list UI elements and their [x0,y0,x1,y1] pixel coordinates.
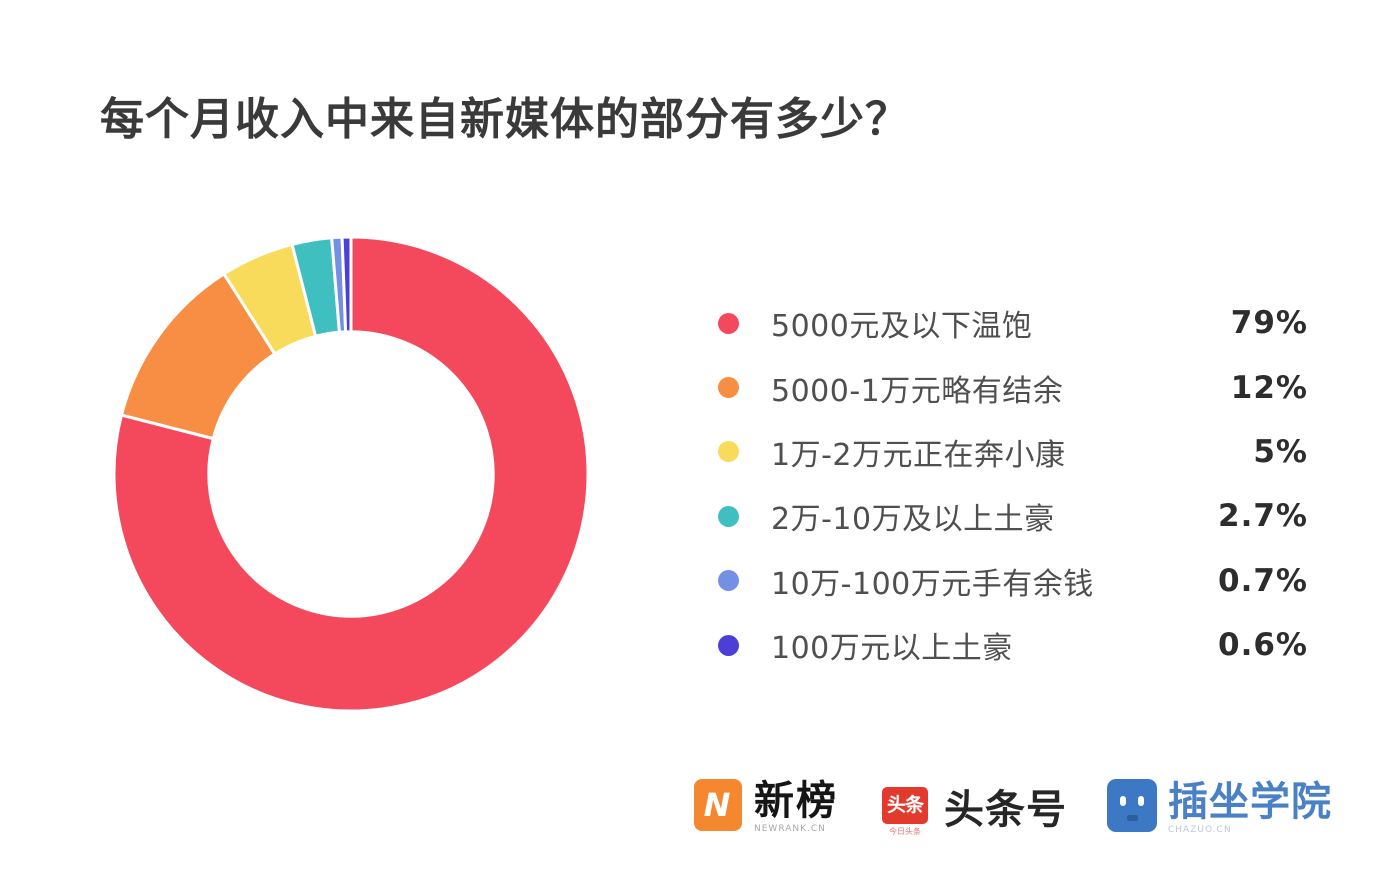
legend-value: 79% [1230,305,1308,342]
chazuo-icon [1107,779,1157,832]
legend-color-dot [718,441,739,463]
chazuo-subtext: CHAZUO.CN [1168,825,1232,835]
legend: 5000元及以下温饱 79% 5000-1万元略有结余 12% 1万-2万元正在… [718,291,1308,677]
legend-color-dot [718,312,739,334]
legend-label: 10万-100万元手有余钱 [771,566,1094,602]
chart-title: 每个月收入中来自新媒体的部分有多少？ [100,94,910,145]
legend-label: 100万元以上土豪 [771,631,1013,667]
legend-label: 2万-10万及以上土豪 [771,502,1055,538]
legend-label: 5000-1万元略有结余 [771,373,1064,409]
legend-item: 100万元以上土豪 0.6% [718,613,1308,677]
chazuo-icon-eye-left [1120,796,1126,806]
legend-item: 5000-1万元略有结余 12% [718,355,1308,419]
legend-value: 0.6% [1218,627,1308,664]
chazuo-text: 插坐学院 [1168,779,1332,825]
newrank-text: 新榜 [754,778,838,824]
toutiao-icon-subtext: 今日头条 [889,827,921,836]
newrank-logo: N 新榜 NEWRANK.CN [694,779,838,834]
donut-segment-5 [340,235,353,334]
legend-value: 12% [1230,369,1308,406]
newrank-icon-letter: N [703,786,731,824]
legend-item: 5000元及以下温饱 79% [718,291,1308,355]
legend-color-dot [718,505,739,527]
legend-item: 1万-2万元正在奔小康 5% [718,420,1308,484]
newrank-icon: N [694,779,742,831]
donut-segment-0 [112,235,590,713]
footer-logos: N 新榜 NEWRANK.CN 头条 今日头条 头条号 插 [694,779,1332,837]
donut-chart [112,235,590,713]
legend-label: 1万-2万元正在奔小康 [771,437,1066,473]
legend-item: 10万-100万元手有余钱 0.7% [718,549,1308,613]
legend-value: 0.7% [1218,562,1308,599]
donut-chart-area [111,234,591,714]
legend-color-dot [718,570,739,592]
legend-color-dot [718,377,739,399]
legend-color-dot [718,634,739,656]
toutiao-text: 头条号 [944,787,1067,833]
toutiao-icon-text: 头条 [886,794,924,816]
chazuo-icon-mouth [1127,815,1138,821]
chazuo-icon-eye-right [1138,796,1144,806]
newrank-subtext: NEWRANK.CN [754,824,826,834]
toutiao-icon: 头条 [882,787,928,824]
chazuo-logo: 插坐学院 CHAZUO.CN [1107,779,1332,835]
toutiao-logo: 头条 今日头条 头条号 [882,779,1067,837]
legend-item: 2万-10万及以上土豪 2.7% [718,484,1308,548]
legend-value: 2.7% [1218,498,1308,535]
legend-value: 5% [1253,433,1308,470]
legend-label: 5000元及以下温饱 [771,309,1033,345]
